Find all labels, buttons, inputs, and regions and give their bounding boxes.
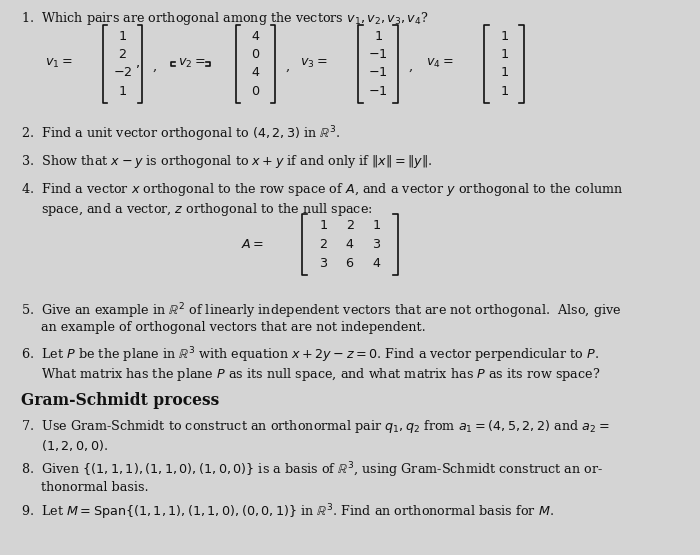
Text: $v_4 =$: $v_4 =$	[426, 57, 454, 70]
Text: $4$: $4$	[372, 256, 382, 270]
Text: $1$: $1$	[372, 219, 381, 232]
Text: $6$: $6$	[345, 256, 355, 270]
Text: 4.  Find a vector $x$ orthogonal to the row space of $A$, and a vector $y$ ortho: 4. Find a vector $x$ orthogonal to the r…	[21, 181, 624, 199]
Text: 9.  Let $M = \mathrm{Span}\{(1,1,1), (1,1,0), (0,0,1)\}$ in $\mathbb{R}^3$. Find: 9. Let $M = \mathrm{Span}\{(1,1,1), (1,1…	[21, 503, 554, 522]
Text: $1$: $1$	[500, 30, 508, 43]
Text: $1$: $1$	[374, 30, 382, 43]
Text: Gram-Schmidt process: Gram-Schmidt process	[21, 392, 219, 410]
Text: $3$: $3$	[319, 256, 328, 270]
Text: $-1$: $-1$	[368, 67, 388, 79]
Text: thonormal basis.: thonormal basis.	[21, 481, 148, 493]
Text: $1$: $1$	[118, 30, 127, 43]
Text: $v_3 =$: $v_3 =$	[300, 57, 328, 70]
Text: 5.  Give an example in $\mathbb{R}^2$ of linearly independent vectors that are n: 5. Give an example in $\mathbb{R}^2$ of …	[21, 301, 622, 321]
Text: $-1$: $-1$	[368, 85, 388, 98]
Text: $1$: $1$	[500, 85, 508, 98]
Text: 8.  Given $\{(1,1,1), (1,1,0), (1,0,0)\}$ is a basis of $\mathbb{R}^3$, using Gr: 8. Given $\{(1,1,1), (1,1,0), (1,0,0)\}$…	[21, 461, 603, 480]
Text: $0$: $0$	[251, 85, 260, 98]
Text: $4$: $4$	[251, 67, 260, 79]
Text: $2$: $2$	[319, 238, 328, 251]
Text: $1$: $1$	[118, 85, 127, 98]
Text: $1$: $1$	[319, 219, 328, 232]
Text: space, and a vector, $z$ orthogonal to the null space:: space, and a vector, $z$ orthogonal to t…	[21, 201, 372, 219]
Text: ,: ,	[286, 60, 290, 73]
Text: an example of orthogonal vectors that are not independent.: an example of orthogonal vectors that ar…	[21, 321, 426, 334]
Text: $2$: $2$	[118, 48, 127, 61]
Text: What matrix has the plane $P$ as its null space, and what matrix has $P$ as its : What matrix has the plane $P$ as its nul…	[21, 366, 601, 383]
Text: $A =$: $A =$	[241, 238, 265, 251]
Text: $(1, 2, 0, 0)$.: $(1, 2, 0, 0)$.	[21, 438, 108, 453]
Text: 3.  Show that $x - y$ is orthogonal to $x + y$ if and only if $\|x\| = \|y\|$.: 3. Show that $x - y$ is orthogonal to $x…	[21, 153, 433, 170]
Text: ,: ,	[408, 60, 412, 73]
Text: $4$: $4$	[345, 238, 355, 251]
Text: $2$: $2$	[346, 219, 354, 232]
Text: $1$: $1$	[500, 48, 508, 61]
Text: $-1$: $-1$	[368, 48, 388, 61]
Text: ,: ,	[153, 60, 157, 73]
Text: $,$: $,$	[135, 57, 140, 70]
Text: $4$: $4$	[251, 30, 260, 43]
Text: $v_2 =$: $v_2 =$	[178, 57, 205, 70]
Text: 7.  Use Gram-Schmidt to construct an orthonormal pair $q_1, q_2$ from $a_1 = (4,: 7. Use Gram-Schmidt to construct an orth…	[21, 418, 610, 436]
Text: $-2$: $-2$	[113, 67, 132, 79]
Text: $0$: $0$	[251, 48, 260, 61]
Text: $3$: $3$	[372, 238, 381, 251]
Text: $1$: $1$	[500, 67, 508, 79]
Text: 2.  Find a unit vector orthogonal to $(4, 2, 3)$ in $\mathbb{R}^3$.: 2. Find a unit vector orthogonal to $(4,…	[21, 125, 340, 144]
Text: $v_1 =$: $v_1 =$	[45, 57, 72, 70]
Text: 6.  Let $P$ be the plane in $\mathbb{R}^3$ with equation $x + 2y - z = 0$. Find : 6. Let $P$ be the plane in $\mathbb{R}^3…	[21, 346, 599, 365]
Text: 1.  Which pairs are orthogonal among the vectors $v_1, v_2, v_3, v_4$?: 1. Which pairs are orthogonal among the …	[21, 10, 428, 27]
